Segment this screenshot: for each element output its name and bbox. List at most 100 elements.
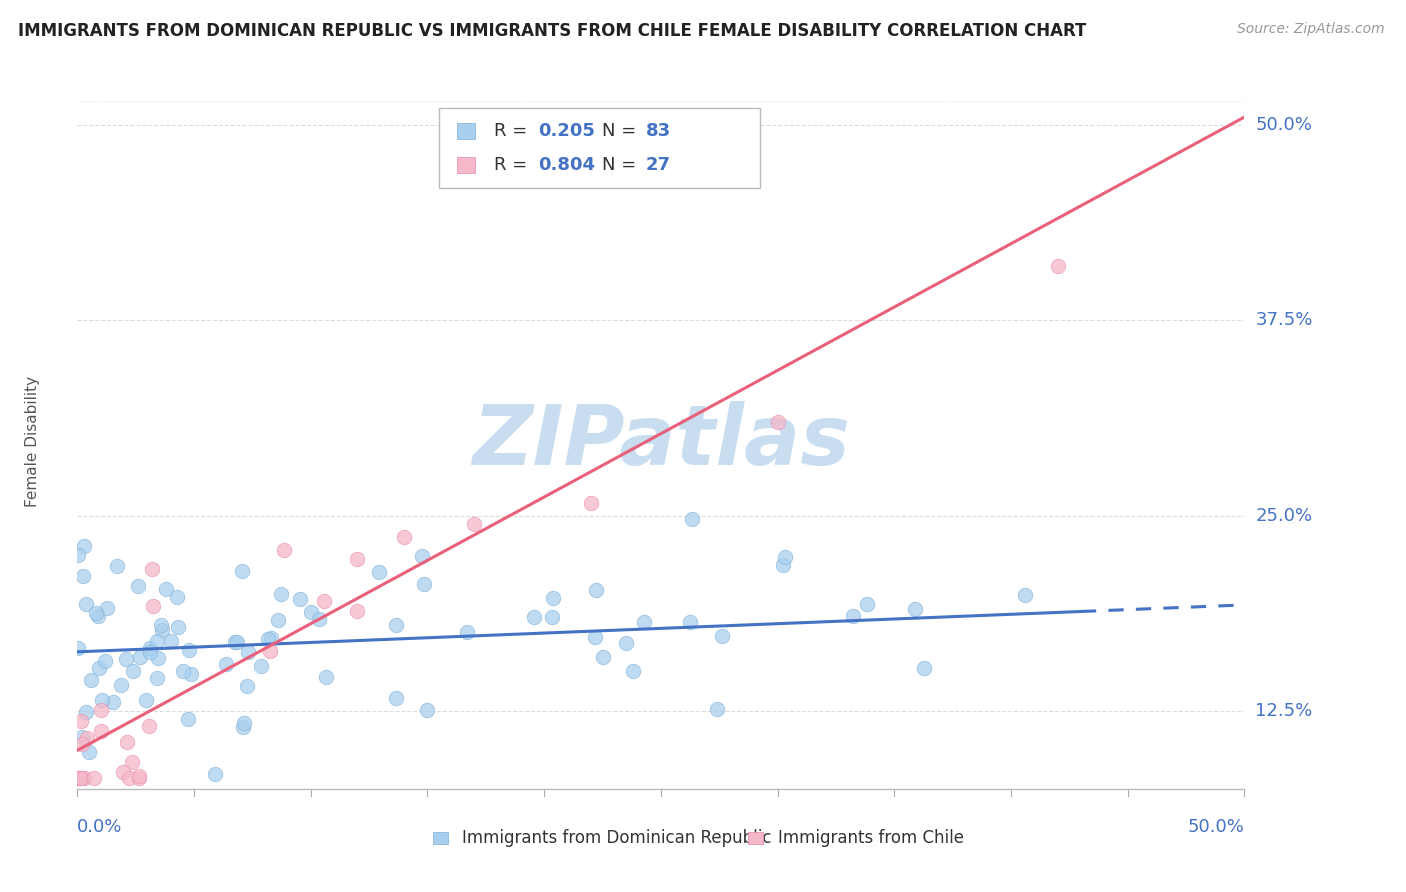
Point — [385, 691, 408, 706]
Point — [463, 516, 485, 531]
Point — [80, 673, 103, 688]
Point — [152, 623, 174, 637]
Point — [83, 772, 105, 786]
Point — [139, 640, 162, 655]
Point — [72, 730, 94, 744]
FancyBboxPatch shape — [433, 832, 449, 845]
Point — [385, 617, 408, 632]
Point — [122, 664, 145, 678]
Point — [127, 579, 149, 593]
Point — [118, 771, 141, 785]
Point — [90, 703, 112, 717]
Point — [315, 670, 337, 684]
Text: 27: 27 — [645, 156, 671, 174]
Point — [138, 719, 160, 733]
Point — [633, 615, 655, 630]
Point — [96, 601, 118, 615]
Text: 37.5%: 37.5% — [1256, 311, 1313, 329]
Point — [236, 679, 259, 693]
Point — [86, 607, 108, 621]
Point — [456, 624, 478, 639]
Text: 50.0%: 50.0% — [1256, 116, 1312, 134]
Point — [681, 512, 703, 526]
Point — [72, 772, 94, 786]
Point — [101, 695, 124, 709]
Point — [75, 597, 97, 611]
FancyBboxPatch shape — [748, 832, 763, 845]
Text: Source: ZipAtlas.com: Source: ZipAtlas.com — [1237, 22, 1385, 37]
Point — [257, 632, 280, 646]
Text: 50.0%: 50.0% — [1188, 818, 1244, 836]
Point — [614, 636, 637, 650]
Point — [172, 665, 194, 679]
Point — [346, 552, 368, 566]
Point — [176, 713, 198, 727]
Point — [270, 587, 292, 601]
Text: N =: N = — [603, 156, 643, 174]
Point — [842, 608, 865, 623]
Point — [710, 629, 733, 643]
Point — [121, 755, 143, 769]
Point — [579, 495, 602, 509]
Point — [149, 618, 172, 632]
Point — [766, 415, 789, 429]
Point — [236, 645, 259, 659]
Point — [160, 634, 183, 648]
Text: 0.0%: 0.0% — [77, 818, 122, 836]
Point — [540, 610, 562, 624]
Point — [413, 577, 436, 591]
Point — [856, 597, 879, 611]
Point — [392, 530, 415, 544]
Point — [1046, 259, 1069, 273]
Text: Immigrants from Chile: Immigrants from Chile — [778, 830, 963, 847]
Point — [70, 738, 93, 752]
Point — [179, 643, 201, 657]
Point — [267, 613, 290, 627]
Point — [111, 764, 134, 779]
Point — [679, 615, 702, 629]
Point — [772, 558, 794, 573]
Text: 12.5%: 12.5% — [1256, 702, 1313, 720]
Text: ZIPatlas: ZIPatlas — [472, 401, 849, 482]
Point — [180, 666, 202, 681]
Point — [91, 693, 114, 707]
Point — [110, 678, 132, 692]
Point — [250, 659, 273, 673]
Point — [232, 720, 254, 734]
Point — [67, 640, 90, 655]
Point — [128, 772, 150, 786]
Point — [224, 634, 246, 648]
Text: R =: R = — [494, 156, 533, 174]
Point — [70, 714, 93, 728]
Point — [583, 631, 606, 645]
Point — [87, 660, 110, 674]
Point — [67, 549, 90, 563]
Point — [226, 635, 249, 649]
Point — [585, 583, 607, 598]
Point — [114, 652, 136, 666]
Point — [105, 559, 128, 574]
Point — [148, 651, 170, 665]
Text: Female Disability: Female Disability — [25, 376, 41, 508]
Text: 25.0%: 25.0% — [1256, 507, 1313, 524]
Point — [1014, 588, 1036, 602]
FancyBboxPatch shape — [457, 122, 475, 138]
Text: 0.205: 0.205 — [538, 121, 595, 139]
Point — [146, 633, 169, 648]
Point — [135, 693, 157, 707]
Point — [77, 745, 100, 759]
Text: IMMIGRANTS FROM DOMINICAN REPUBLIC VS IMMIGRANTS FROM CHILE FEMALE DISABILITY CO: IMMIGRANTS FROM DOMINICAN REPUBLIC VS IM… — [18, 22, 1087, 40]
Point — [232, 716, 254, 731]
Text: 0.804: 0.804 — [538, 156, 595, 174]
Point — [592, 650, 614, 665]
Point — [66, 772, 89, 786]
Point — [912, 661, 935, 675]
Point — [141, 562, 163, 576]
Point — [773, 549, 796, 564]
Point — [155, 582, 177, 597]
Point — [621, 664, 644, 678]
Point — [260, 631, 283, 645]
Point — [299, 605, 322, 619]
Point — [543, 591, 565, 605]
Point — [903, 601, 925, 615]
